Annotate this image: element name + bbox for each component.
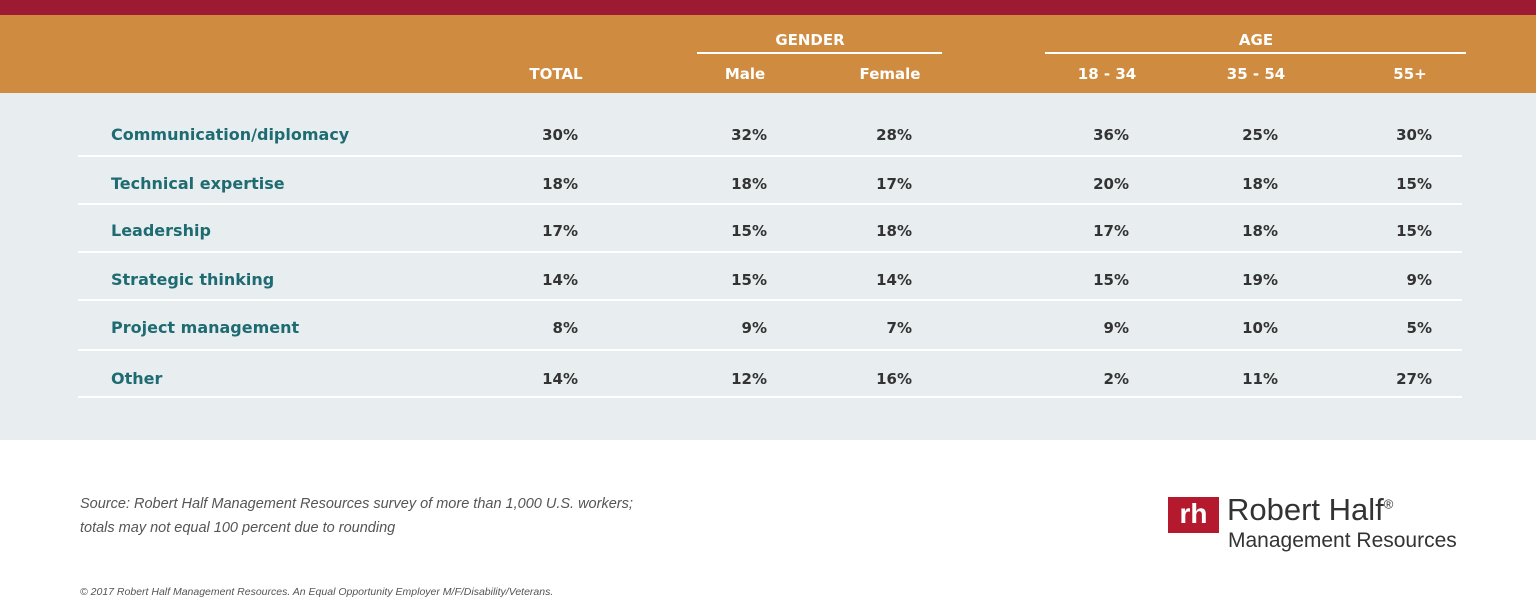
cell-value: 9% [741,319,767,337]
group-header: AGE [1238,31,1274,49]
row-separator [78,155,1462,157]
logo-mark: rh [1168,497,1219,533]
column-header: Female [859,65,921,83]
source-note: totals may not equal 100 percent due to … [80,520,396,536]
top-bar [0,0,1536,15]
row-separator [78,349,1462,351]
cell-value: 7% [886,319,912,337]
cell-value: 9% [1103,319,1129,337]
cell-value: 12% [731,370,767,388]
cell-value: 14% [542,370,578,388]
cell-value: 16% [876,370,912,388]
cell-value: 15% [1396,222,1432,240]
cell-value: 10% [1242,319,1278,337]
cell-value: 17% [542,222,578,240]
cell-value: 11% [1242,370,1278,388]
copyright: © 2017 Robert Half Management Resources.… [80,586,554,598]
column-header: TOTAL [529,65,583,83]
column-header: 18 - 34 [1077,65,1137,83]
cell-value: 2% [1103,370,1129,388]
group-header: GENDER [775,31,845,49]
column-header: 35 - 54 [1226,65,1286,83]
column-header: 55+ [1393,65,1427,83]
cell-value: 17% [1093,222,1129,240]
cell-value: 17% [876,175,912,193]
cell-value: 27% [1396,370,1432,388]
cell-value: 25% [1242,126,1278,144]
logo-name: Robert Half® [1227,492,1393,528]
row-label: Other [111,369,163,388]
header-band [0,15,1536,93]
row-label: Technical expertise [111,174,285,193]
table-body [0,93,1536,440]
row-separator [78,396,1462,398]
column-header: Male [724,65,766,83]
cell-value: 15% [731,271,767,289]
group-rule [1045,52,1466,54]
row-label: Strategic thinking [111,270,275,289]
cell-value: 14% [876,271,912,289]
cell-value: 14% [542,271,578,289]
cell-value: 32% [731,126,767,144]
row-label: Project management [111,318,300,337]
cell-value: 18% [1242,175,1278,193]
cell-value: 8% [552,319,578,337]
cell-value: 5% [1406,319,1432,337]
logo-name-text: Robert Half [1227,492,1384,527]
row-label: Leadership [111,221,211,240]
cell-value: 20% [1093,175,1129,193]
cell-value: 28% [876,126,912,144]
cell-value: 18% [1242,222,1278,240]
cell-value: 18% [876,222,912,240]
cell-value: 30% [1396,126,1432,144]
row-separator [78,203,1462,205]
cell-value: 9% [1406,271,1432,289]
row-separator [78,251,1462,253]
cell-value: 18% [542,175,578,193]
cell-value: 18% [731,175,767,193]
cell-value: 15% [731,222,767,240]
cell-value: 36% [1093,126,1129,144]
cell-value: 15% [1396,175,1432,193]
source-note: Source: Robert Half Management Resources… [80,496,633,512]
cell-value: 15% [1093,271,1129,289]
registered-mark: ® [1383,496,1394,512]
cell-value: 30% [542,126,578,144]
logo-subtitle: Management Resources [1228,529,1457,552]
row-separator [78,299,1462,301]
group-rule [697,52,942,54]
cell-value: 19% [1242,271,1278,289]
row-label: Communication/diplomacy [111,125,350,144]
